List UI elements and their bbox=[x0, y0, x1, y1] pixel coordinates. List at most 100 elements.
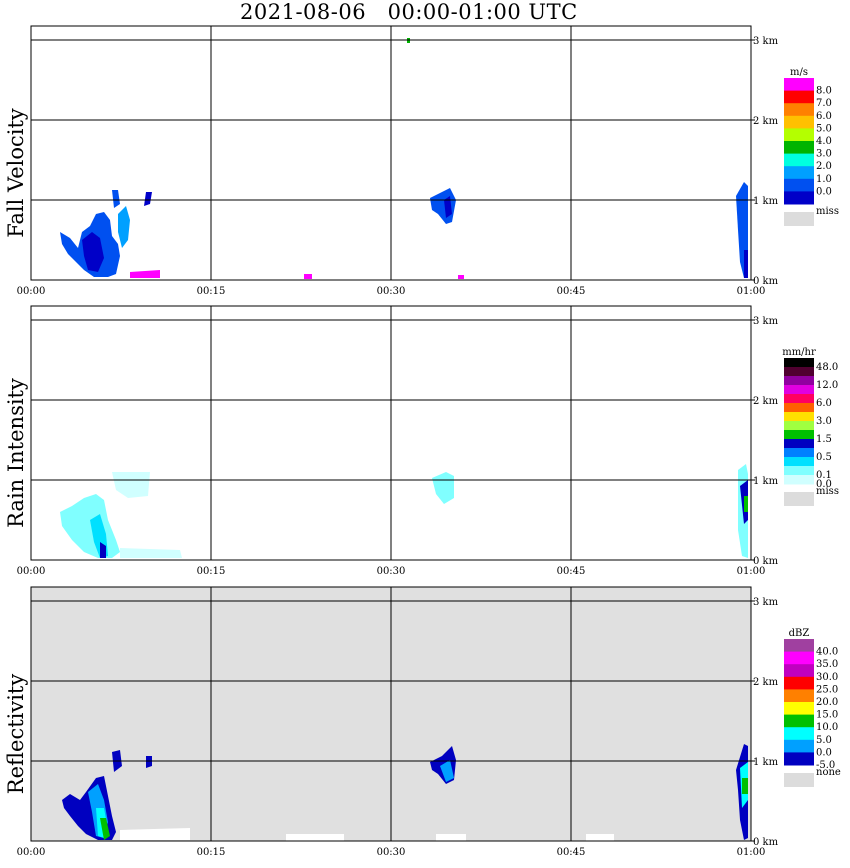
colorbar-swatch bbox=[784, 430, 814, 440]
km-tick-label: 0 km bbox=[753, 556, 779, 567]
time-tick-label: 00:00 bbox=[17, 566, 46, 577]
time-tick-label: 00:45 bbox=[557, 847, 586, 858]
colorbar-swatch bbox=[784, 403, 814, 413]
colorbar-label: 0.0 bbox=[816, 747, 832, 758]
echo-cell bbox=[112, 190, 120, 208]
time-tick-label: 01:00 bbox=[737, 847, 766, 858]
colorbar-miss-swatch bbox=[784, 773, 814, 787]
time-tick-label: 00:15 bbox=[197, 286, 226, 297]
time-tick-label: 00:30 bbox=[377, 847, 406, 858]
km-tick-label: 0 km bbox=[753, 276, 779, 287]
colorbar-miss-swatch bbox=[784, 492, 814, 506]
time-tick-label: 00:15 bbox=[197, 566, 226, 577]
time-tick-label: 01:00 bbox=[737, 566, 766, 577]
panel-label: Rain Intensity bbox=[4, 378, 28, 528]
km-tick-label: 1 km bbox=[753, 196, 779, 207]
plot-frame bbox=[30, 586, 752, 842]
colorbar-label: 1.0 bbox=[816, 174, 832, 185]
colorbar-swatch bbox=[784, 689, 814, 703]
colorbar-label: 6.0 bbox=[816, 111, 832, 122]
panel-fall-velocity: 0 km 1 km 2 km 3 km 00:00 00:15 00:30 00:45 01:0… bbox=[4, 25, 839, 297]
plot-frame bbox=[30, 25, 752, 281]
colorbar-label: 10.0 bbox=[816, 722, 838, 733]
time-tick-label: 00:30 bbox=[377, 566, 406, 577]
colorbar-miss-label: none bbox=[816, 767, 841, 778]
colorbar-units: mm/hr bbox=[782, 347, 816, 358]
colorbar-label: 5.0 bbox=[816, 735, 832, 746]
panel-label: Reflectivity bbox=[4, 674, 28, 795]
time-tick-label: 00:00 bbox=[17, 847, 46, 858]
colorbar-label: 20.0 bbox=[816, 697, 838, 708]
colorbar-label: 2.0 bbox=[816, 161, 832, 172]
colorbar-swatch bbox=[784, 651, 814, 665]
colorbar-swatch bbox=[784, 676, 814, 690]
time-tick-label: 00:30 bbox=[377, 286, 406, 297]
time-tick-label: 00:45 bbox=[557, 566, 586, 577]
echo-cell bbox=[744, 250, 748, 278]
colorbar-swatch bbox=[784, 358, 814, 368]
colorbar-swatch bbox=[784, 475, 814, 485]
colorbar-swatch bbox=[784, 367, 814, 377]
colorbar-swatch bbox=[784, 385, 814, 395]
colorbar-units: m/s bbox=[790, 67, 808, 78]
colorbar-label: 48.0 bbox=[816, 362, 838, 373]
echo-cell bbox=[586, 834, 614, 841]
colorbar-miss-label: miss bbox=[816, 486, 839, 497]
colorbar-label: 12.0 bbox=[816, 380, 838, 391]
echo-cell bbox=[436, 834, 466, 841]
colorbar-label: 15.0 bbox=[816, 710, 838, 721]
echo-cell bbox=[146, 756, 152, 768]
km-tick-label: 3 km bbox=[753, 36, 779, 47]
time-tick-label: 00:15 bbox=[197, 847, 226, 858]
echo-cell bbox=[286, 834, 344, 841]
echo-cell bbox=[304, 274, 312, 279]
colorbar-swatch bbox=[784, 166, 814, 180]
colorbar-label: 3.0 bbox=[816, 149, 832, 160]
plot-frame bbox=[30, 305, 752, 561]
colorbar-miss-label: miss bbox=[816, 206, 839, 217]
echo-cell bbox=[120, 828, 190, 840]
echo-cell bbox=[112, 472, 150, 498]
echo-cell bbox=[130, 270, 160, 278]
colorbar-swatch bbox=[784, 394, 814, 404]
colorbar-swatch bbox=[784, 153, 814, 167]
time-tick-label: 01:00 bbox=[737, 286, 766, 297]
echo-cell bbox=[100, 818, 110, 840]
colorbar-swatch bbox=[784, 752, 814, 766]
echo-cell bbox=[144, 192, 152, 206]
colorbar-label: 4.0 bbox=[816, 136, 832, 147]
colorbar-label: -5.0 bbox=[816, 760, 835, 771]
colorbar-label: 25.0 bbox=[816, 684, 838, 695]
colorbar-swatch bbox=[784, 191, 814, 205]
km-tick-label: 2 km bbox=[753, 116, 779, 127]
colorbar-swatch bbox=[784, 141, 814, 155]
echo-cell bbox=[120, 548, 182, 558]
colorbar-swatch bbox=[784, 128, 814, 142]
colorbar-label: 3.0 bbox=[816, 416, 832, 427]
panel-rain-intensity: 0 km 1 km 2 km 3 km 00:00 00:15 00:30 00:45 01:0… bbox=[4, 305, 839, 577]
km-tick-label: 3 km bbox=[753, 316, 779, 327]
km-tick-label: 1 km bbox=[753, 757, 779, 768]
km-tick-label: 1 km bbox=[753, 476, 779, 487]
colorbar-swatch bbox=[784, 639, 814, 653]
colorbar-label: 0.0 bbox=[816, 479, 832, 490]
colorbar-label: 0.1 bbox=[816, 470, 832, 481]
colorbar-swatch bbox=[784, 178, 814, 192]
echo-cell bbox=[458, 275, 464, 279]
chart-title: 2021-08-06 00:00-01:00 UTC bbox=[240, 0, 578, 24]
colorbar-swatch bbox=[784, 103, 814, 117]
colorbar-label: 35.0 bbox=[816, 659, 838, 670]
colorbar-swatch bbox=[784, 439, 814, 449]
colorbar-swatch bbox=[784, 714, 814, 728]
colorbar-label: 40.0 bbox=[816, 647, 838, 658]
colorbar-swatch bbox=[784, 115, 814, 129]
echo-cell bbox=[100, 542, 106, 558]
colorbar-swatch bbox=[784, 466, 814, 476]
colorbar-swatch bbox=[784, 702, 814, 716]
colorbar-label: 0.5 bbox=[816, 452, 832, 463]
colorbar-swatch bbox=[784, 78, 814, 92]
colorbar-swatch bbox=[784, 457, 814, 467]
colorbar-swatch bbox=[784, 739, 814, 753]
km-tick-label: 2 km bbox=[753, 396, 779, 407]
